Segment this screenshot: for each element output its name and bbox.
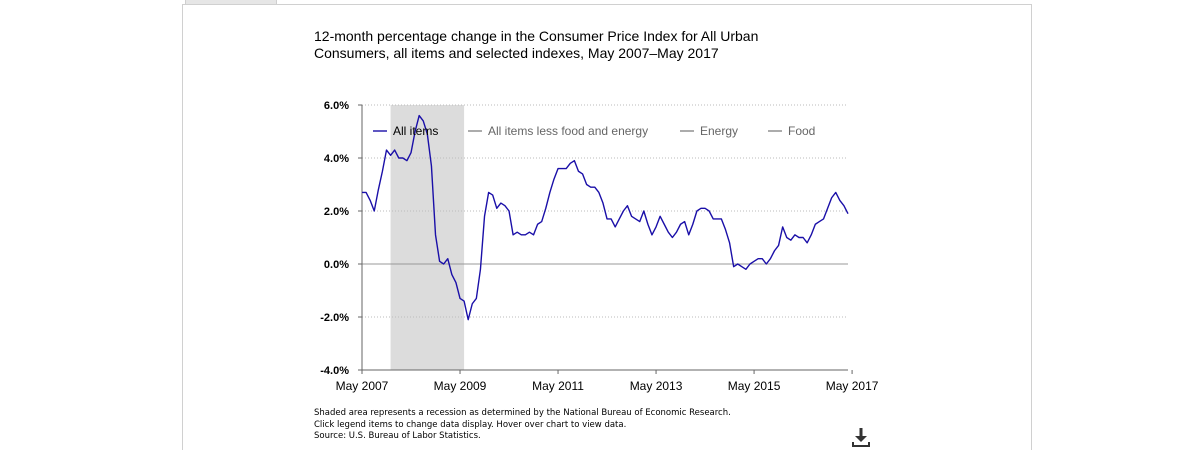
series-line-all-items <box>362 114 849 321</box>
legend-item-energy[interactable]: Energy <box>680 124 738 138</box>
y-tick-label: 4.0% <box>324 153 349 165</box>
chart-panel <box>182 4 1032 450</box>
download-icon[interactable] <box>850 426 872 448</box>
legend-item-food[interactable]: Food <box>768 124 815 138</box>
chart-title: 12-month percentage change in the Consum… <box>314 28 759 61</box>
x-tick-label: May 2015 <box>728 379 781 393</box>
chart-notes: Shaded area represents a recession as de… <box>314 408 731 443</box>
y-tick-label: -4.0% <box>320 365 349 377</box>
x-tick-label: May 2007 <box>336 379 389 393</box>
x-tick-label: May 2011 <box>532 379 584 393</box>
y-tick-label: 2.0% <box>324 206 349 218</box>
legend-item-all-items-less-food-and-energy[interactable]: All items less food and energy <box>468 124 648 138</box>
recession-shading <box>390 105 465 370</box>
note-instructions: Click legend items to change data displa… <box>314 419 627 430</box>
note-recession: Shaded area represents a recession as de… <box>314 408 731 418</box>
x-tick-label: May 2017 <box>826 379 879 393</box>
note-source: Source: U.S. Bureau of Labor Statistics. <box>314 431 481 441</box>
y-tick-label: 6.0% <box>324 100 349 112</box>
legend-label: All items less food and energy <box>488 124 648 138</box>
legend-label: All items <box>393 124 438 138</box>
y-tick-label: 0.0% <box>324 259 349 271</box>
y-tick-label: -2.0% <box>320 312 349 324</box>
x-tick-label: May 2009 <box>434 379 487 393</box>
legend-label: Food <box>788 124 815 138</box>
legend-item-all-items[interactable]: All items <box>373 124 438 138</box>
legend-label: Energy <box>700 124 738 138</box>
x-tick-label: May 2013 <box>630 379 683 393</box>
